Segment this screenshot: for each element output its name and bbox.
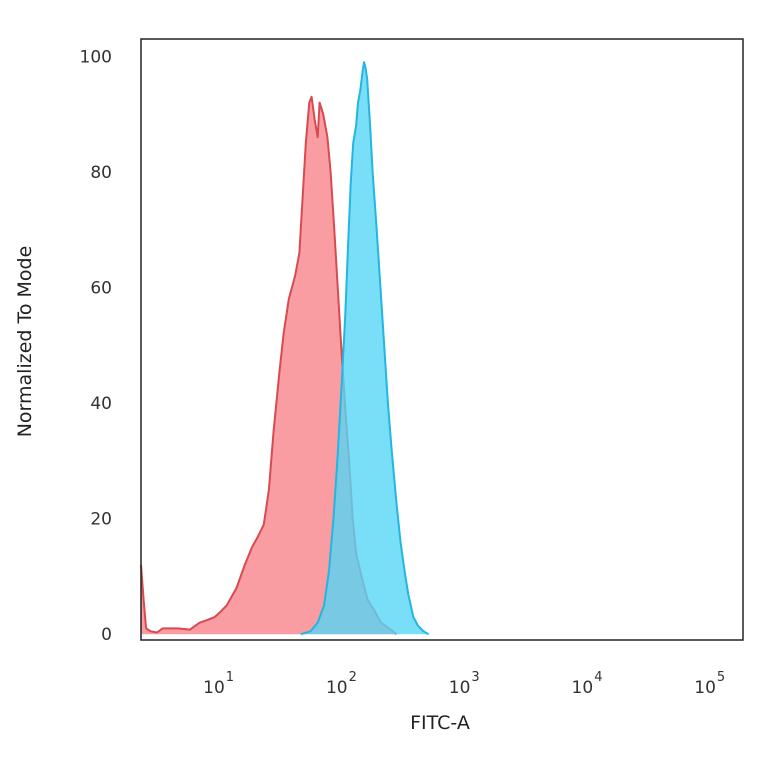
- y-axis: 0 20 40 60 80 100: [80, 47, 112, 645]
- y-axis-title: Normalized To Mode: [14, 246, 36, 438]
- y-tick-label: 80: [90, 163, 112, 183]
- x-tick-label: 10: [326, 678, 348, 698]
- x-tick-label: 10: [694, 678, 716, 698]
- plot-area: [140, 61, 430, 636]
- y-tick-label: 40: [90, 394, 112, 414]
- x-tick-exponent: 5: [717, 670, 725, 685]
- x-tick-label: 10: [449, 678, 471, 698]
- y-tick-label: 60: [90, 279, 112, 299]
- x-tick-exponent: 3: [471, 670, 479, 685]
- x-tick-label: 10: [203, 678, 225, 698]
- y-tick-label: 0: [101, 625, 112, 645]
- y-tick-label: 100: [80, 47, 112, 67]
- x-tick-exponent: 4: [594, 670, 602, 685]
- x-tick-exponent: 1: [226, 670, 234, 685]
- x-axis-title: FITC-A: [410, 712, 470, 734]
- x-tick-exponent: 2: [349, 670, 357, 685]
- series-2-area: [300, 62, 429, 635]
- y-tick-label: 20: [90, 510, 112, 530]
- series-2-outline: [300, 61, 430, 636]
- plot-frame: [140, 38, 744, 641]
- x-tick-label: 10: [572, 678, 594, 698]
- series-1-area: [141, 96, 397, 635]
